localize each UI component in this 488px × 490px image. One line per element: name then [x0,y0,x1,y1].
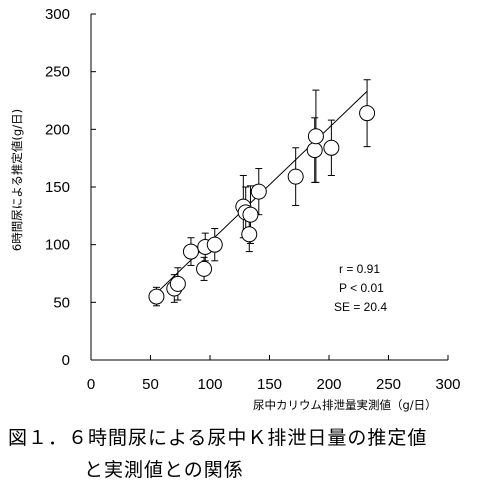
data-point [206,236,223,253]
data-point [307,128,324,145]
data-point [306,142,323,159]
data-point [359,105,376,122]
x-tick-label: 100 [197,376,222,393]
data-point [242,206,259,223]
x-axis-label: 尿中カリウム排泄量実測値（g/日） [253,398,437,412]
stats-block: r = 0.91 P < 0.01 SE = 20.4 [334,262,387,314]
data-point [148,288,165,305]
data-point [323,139,340,156]
y-tick-label: 0 [62,352,70,369]
figure-caption: 図１．６時間尿による尿中Ｋ排泄日量の推定値 と実測値との関係 [8,422,486,486]
data-point [250,183,267,200]
caption-line-1: 図１．６時間尿による尿中Ｋ排泄日量の推定値 [8,427,428,449]
stat-se: SE = 20.4 [334,300,387,314]
stat-r: r = 0.91 [339,262,380,276]
x-tick-label: 0 [87,376,95,393]
x-tick-label: 50 [142,376,159,393]
scatter-chart: 0 50 100 150 200 250 300 0 50 100 150 200 250 300 r … [10,6,461,412]
axes [90,14,448,361]
x-tick-label: 200 [316,376,341,393]
x-tick-label: 150 [257,376,282,393]
caption-line-2: と実測値との関係 [84,459,244,481]
data-point [287,168,304,185]
y-tick-label: 300 [45,6,70,23]
y-tick-label: 200 [45,121,70,138]
stat-p: P < 0.01 [339,281,384,295]
data-point [169,275,186,292]
y-tick-label: 50 [53,294,70,311]
y-ticks: 0 50 100 150 200 250 300 [45,6,96,369]
x-tick-label: 300 [435,376,460,393]
y-tick-label: 100 [45,237,70,254]
y-tick-label: 150 [45,179,70,196]
data-point [241,226,258,243]
data-points [148,105,376,305]
y-tick-label: 250 [45,64,70,81]
x-ticks: 0 50 100 150 200 250 300 [87,355,461,393]
y-axis-label: 6時間尿による推定値(g/日) [10,109,24,251]
data-point [196,260,213,277]
x-tick-label: 250 [376,376,401,393]
data-point [182,243,199,260]
